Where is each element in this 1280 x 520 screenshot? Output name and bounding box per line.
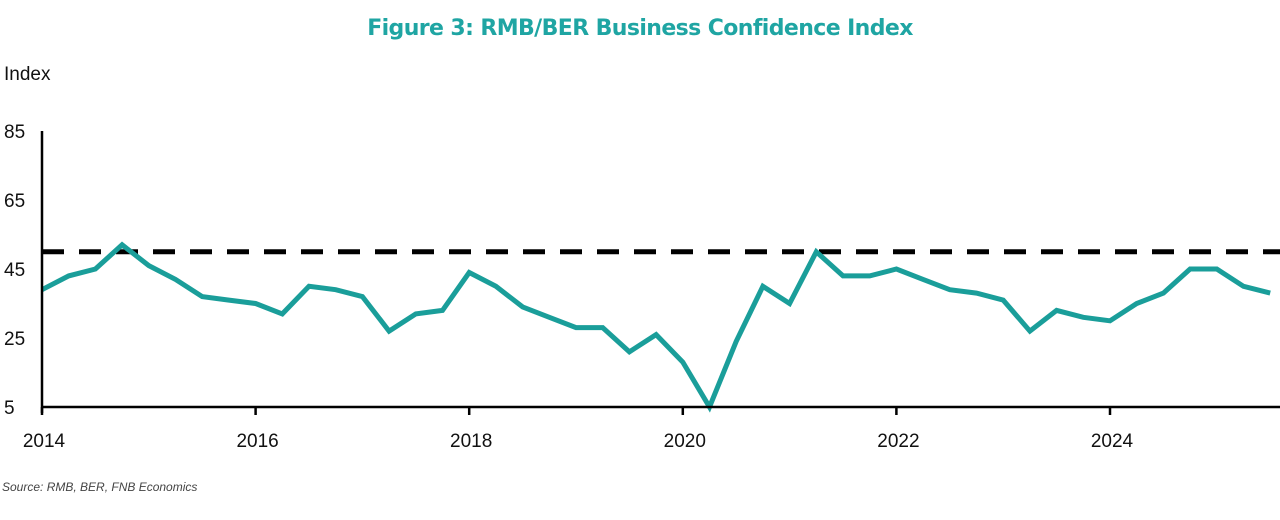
x-tick-label: 2022 bbox=[877, 431, 919, 452]
y-axis-ticks: 5 25 45 65 85 bbox=[4, 122, 25, 419]
y-tick-label: 45 bbox=[4, 260, 25, 281]
x-tick-label: 2016 bbox=[236, 431, 278, 452]
y-tick-label: 25 bbox=[4, 329, 25, 350]
y-axis-label: Index bbox=[4, 64, 51, 85]
series-line-business-confidence bbox=[40, 241, 1271, 413]
x-axis-ticks: 2014 2016 2018 2020 2022 2024 bbox=[23, 407, 1134, 452]
x-tick-label: 2014 bbox=[23, 431, 66, 452]
y-tick-label: 65 bbox=[4, 191, 25, 212]
y-tick-label: 5 bbox=[4, 398, 15, 419]
x-tick-label: 2020 bbox=[664, 431, 706, 452]
y-tick-label: 85 bbox=[4, 122, 25, 143]
chart-title: Figure 3: RMB/BER Business Confidence In… bbox=[367, 16, 913, 41]
x-tick-label: 2024 bbox=[1091, 431, 1134, 452]
source-note: Source: RMB, BER, FNB Economics bbox=[2, 480, 198, 494]
data-points bbox=[41, 244, 1271, 408]
x-tick-label: 2018 bbox=[450, 431, 492, 452]
